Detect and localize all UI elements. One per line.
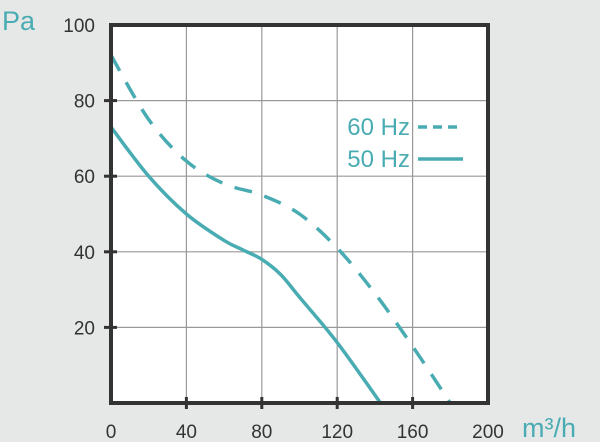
- x-tick-label: 200: [472, 422, 504, 442]
- y-tick-label: 80: [74, 92, 95, 113]
- legend-label: 60 Hz: [347, 114, 410, 141]
- series-lines: [109, 54, 452, 405]
- y-tick-label: 60: [74, 167, 95, 188]
- y-tick-label: 20: [74, 318, 95, 339]
- series-line-50-hz: [109, 125, 382, 405]
- series-line-60-hz: [109, 54, 452, 404]
- plot-frame: [109, 23, 490, 405]
- ticks: 0 40 80 120 160 200 20 40 60 80 100: [63, 16, 504, 442]
- x-tick-label: 120: [321, 422, 353, 442]
- y-axis-label: Pa: [2, 6, 36, 36]
- x-tick-label: 80: [251, 422, 272, 442]
- x-tick-label: 40: [176, 422, 197, 442]
- legend-label: 50 Hz: [347, 146, 410, 173]
- x-axis-label: m³/h: [522, 413, 576, 442]
- x-tick-label: 0: [106, 422, 117, 442]
- y-tick-label: 100: [63, 16, 95, 37]
- y-tick-label: 40: [74, 243, 95, 264]
- x-tick-label: 160: [397, 422, 429, 442]
- legend: 60 Hz 50 Hz: [347, 114, 463, 173]
- grid: [111, 25, 488, 403]
